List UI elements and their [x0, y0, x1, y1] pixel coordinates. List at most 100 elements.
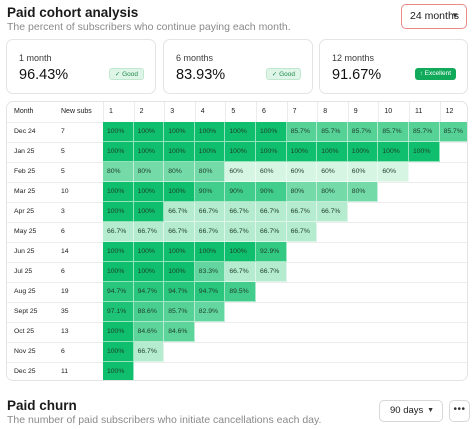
card-value: 83.93%	[176, 67, 226, 83]
cohort-new-subs: 5	[61, 148, 65, 155]
status-badge: ✓ Good	[108, 68, 144, 80]
cohort-cell: 94.7%	[133, 282, 165, 302]
column-header-month: Month	[14, 108, 34, 115]
column-header-period: 4	[200, 108, 205, 115]
cohort-cell: 94.7%	[164, 282, 195, 302]
column-header-period: 8	[323, 108, 328, 115]
cohort-cell: 60%	[347, 162, 379, 182]
cohort-cell: 88.6%	[133, 302, 165, 322]
cohort-cell: 100%	[378, 142, 409, 162]
cohort-cell: 100%	[225, 242, 256, 262]
cohort-new-subs: 14	[61, 248, 69, 255]
column-divider	[317, 102, 319, 122]
cohort-cell: 100%	[133, 122, 165, 142]
cohort-cell: 80%	[133, 162, 165, 182]
cohort-cell: 100%	[103, 262, 134, 282]
cohort-cell: 66.7%	[103, 222, 134, 242]
range-select[interactable]: 24 months ▼	[401, 4, 467, 29]
cohort-cell: 80%	[347, 182, 379, 202]
cohort-cell: 100%	[103, 362, 134, 380]
column-header-period: 11	[415, 108, 423, 115]
cohort-cell: 60%	[256, 162, 287, 182]
cohort-new-subs: 3	[61, 208, 65, 215]
chevron-down-icon: ▼	[451, 11, 459, 20]
cohort-cell: 100%	[194, 242, 226, 262]
cohort-cell: 100%	[164, 262, 195, 282]
column-divider	[378, 102, 380, 122]
cohort-cell: 100%	[164, 142, 195, 162]
badge-label: Good	[279, 71, 295, 78]
cohort-cell: 100%	[225, 142, 256, 162]
cohort-new-subs: 7	[61, 128, 65, 135]
cohort-month-label: Apr 25	[14, 208, 35, 215]
column-divider	[103, 102, 104, 122]
cohort-cell: 85.7%	[409, 122, 440, 142]
retention-cards: 1 month 96.43% ✓ Good 6 months 83.93% ✓ …	[6, 39, 468, 94]
column-header-period: 7	[292, 108, 297, 115]
column-header-period: 10	[384, 108, 393, 115]
cohort-cell: 66.7%	[164, 202, 195, 222]
cohort-cell: 84.6%	[133, 322, 165, 342]
cohort-cell: 90%	[256, 182, 287, 202]
row-divider	[7, 342, 467, 343]
cohort-cell: 66.7%	[317, 202, 348, 222]
cohort-cell: 82.9%	[194, 302, 226, 322]
column-divider	[164, 102, 166, 122]
column-divider	[194, 102, 196, 122]
cohort-cell: 100%	[133, 182, 165, 202]
cohort-cell: 100%	[256, 142, 287, 162]
cohort-cell: 100%	[409, 142, 440, 162]
column-divider	[439, 102, 441, 122]
cohort-cell: 100%	[103, 122, 134, 142]
cohort-cell: 84.6%	[164, 322, 195, 342]
cohort-cell: 66.7%	[286, 202, 318, 222]
column-header-period: 2	[139, 108, 144, 115]
cohort-cell: 100%	[103, 142, 134, 162]
cohort-cell: 89.5%	[225, 282, 256, 302]
cohort-cell: 85.7%	[317, 122, 348, 142]
cohort-month-label: Oct 25	[14, 328, 35, 335]
cohort-month-label: Sept 25	[14, 308, 38, 315]
retention-card-1-month: 1 month 96.43% ✓ Good	[6, 39, 156, 94]
more-options-button[interactable]: •••	[449, 400, 470, 422]
churn-range-select[interactable]: 90 days ▼	[379, 400, 443, 422]
cohort-cell: 100%	[103, 202, 134, 222]
cohort-cell: 80%	[194, 162, 226, 182]
cohort-month-label: Jul 25	[14, 268, 33, 275]
cohort-cell: 92.9%	[256, 242, 287, 262]
cohort-month-label: Dec 25	[14, 368, 36, 375]
cohort-new-subs: 11	[61, 368, 69, 375]
cohort-new-subs: 19	[61, 288, 69, 295]
cohort-cell: 100%	[103, 242, 134, 262]
cohort-new-subs: 10	[61, 188, 69, 195]
cohort-month-label: Feb 25	[14, 168, 36, 175]
row-divider	[7, 322, 467, 323]
cohort-cell: 100%	[133, 142, 165, 162]
cohort-cell: 83.3%	[194, 262, 226, 282]
chevron-down-icon: ▼	[427, 407, 434, 414]
column-divider	[409, 102, 410, 122]
cohort-cell: 85.7%	[164, 302, 195, 322]
cohort-cell: 85.7%	[286, 122, 318, 142]
cohort-table: Month New subs 1 2 3 4 5 6 7 8 9 10 11 12 Dec 24 7 100% 1…	[6, 101, 468, 381]
card-label: 1 month	[19, 53, 52, 63]
cohort-cell: 94.7%	[194, 282, 226, 302]
card-label: 6 months	[176, 53, 214, 63]
retention-card-6-months: 6 months 83.93% ✓ Good	[163, 39, 313, 94]
cohort-cell: 100%	[164, 242, 195, 262]
cohort-cell: 100%	[133, 262, 165, 282]
cohort-cell: 94.7%	[103, 282, 134, 302]
cohort-cell: 100%	[347, 142, 379, 162]
column-header-period: 6	[262, 108, 266, 115]
cohort-cell: 90%	[194, 182, 226, 202]
range-select-value: 24 months	[410, 10, 460, 22]
arrow-up-icon: ↑	[419, 70, 425, 77]
badge-label: Excellent	[424, 70, 451, 77]
cohort-cell: 60%	[378, 162, 409, 182]
cohort-cell: 100%	[225, 122, 256, 142]
churn-subtitle: The number of paid subscribers who initi…	[7, 414, 322, 426]
retention-card-12-months: 12 months 91.67% ↑ Excellent	[319, 39, 468, 94]
column-header-period: 1	[109, 108, 113, 115]
cohort-cell: 100%	[133, 242, 165, 262]
cohort-cell: 100%	[317, 142, 348, 162]
